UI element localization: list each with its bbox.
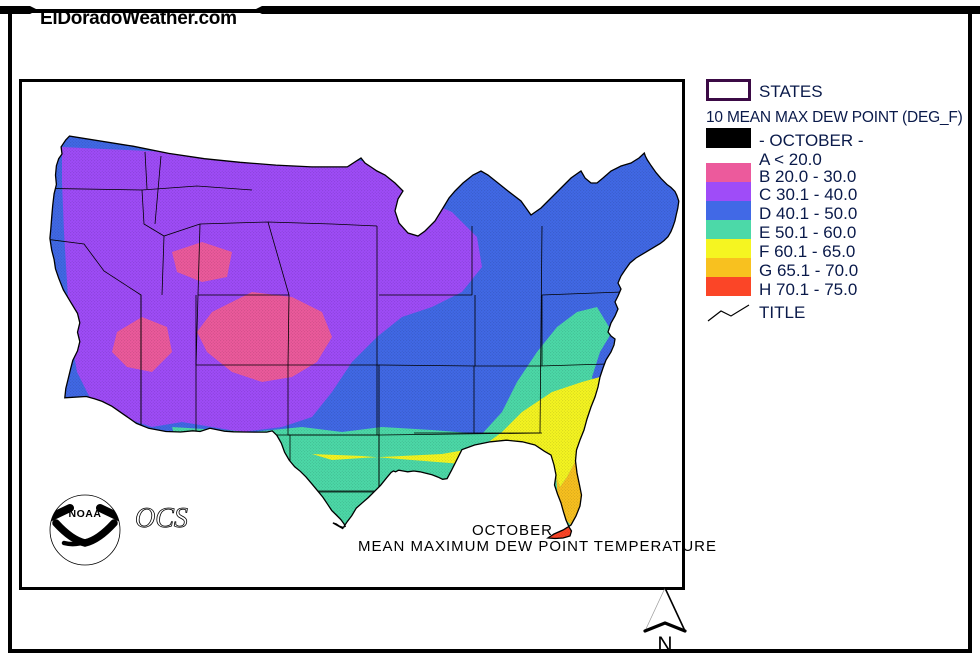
svg-text:NOAA: NOAA (69, 508, 102, 520)
svg-text:N: N (657, 633, 672, 653)
